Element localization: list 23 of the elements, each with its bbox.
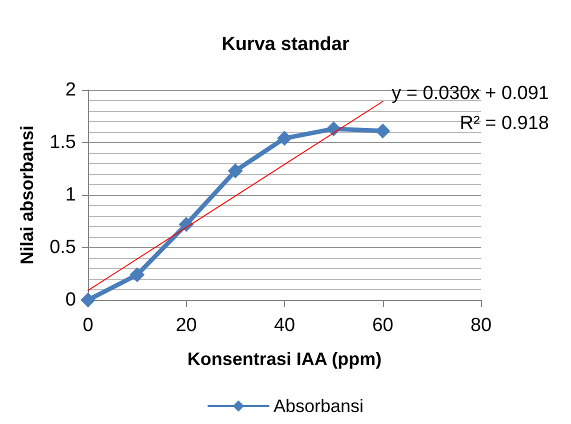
point (326, 121, 342, 136)
chart-title: Kurva standar (222, 34, 350, 55)
x-tick-label: 80 (470, 315, 492, 336)
legend-label: Absorbansi (273, 396, 364, 416)
x-axis-title: Konsentrasi IAA (ppm) (187, 349, 382, 369)
point (277, 130, 292, 146)
x-tick-label: 20 (176, 315, 197, 336)
y-tick-label: 2 (65, 80, 76, 100)
x-tick-label: 60 (372, 315, 394, 336)
point (375, 123, 390, 138)
point (178, 216, 194, 232)
y-axis-title: Nilai absorbansi (17, 125, 37, 265)
x-tick-label: 40 (274, 315, 296, 336)
annotation: R² = 0.918 (460, 113, 549, 134)
y-tick-label: 0.5 (50, 237, 76, 258)
annotation: y = 0.030x + 0.091 (392, 83, 549, 104)
y-tick-label: 1 (65, 184, 76, 206)
y-tick-label: 1.5 (50, 132, 76, 153)
y-tick-label: 0 (65, 290, 76, 310)
point (228, 163, 243, 178)
x-tick-label: 0 (82, 315, 94, 336)
point (130, 267, 145, 282)
point (80, 292, 96, 308)
